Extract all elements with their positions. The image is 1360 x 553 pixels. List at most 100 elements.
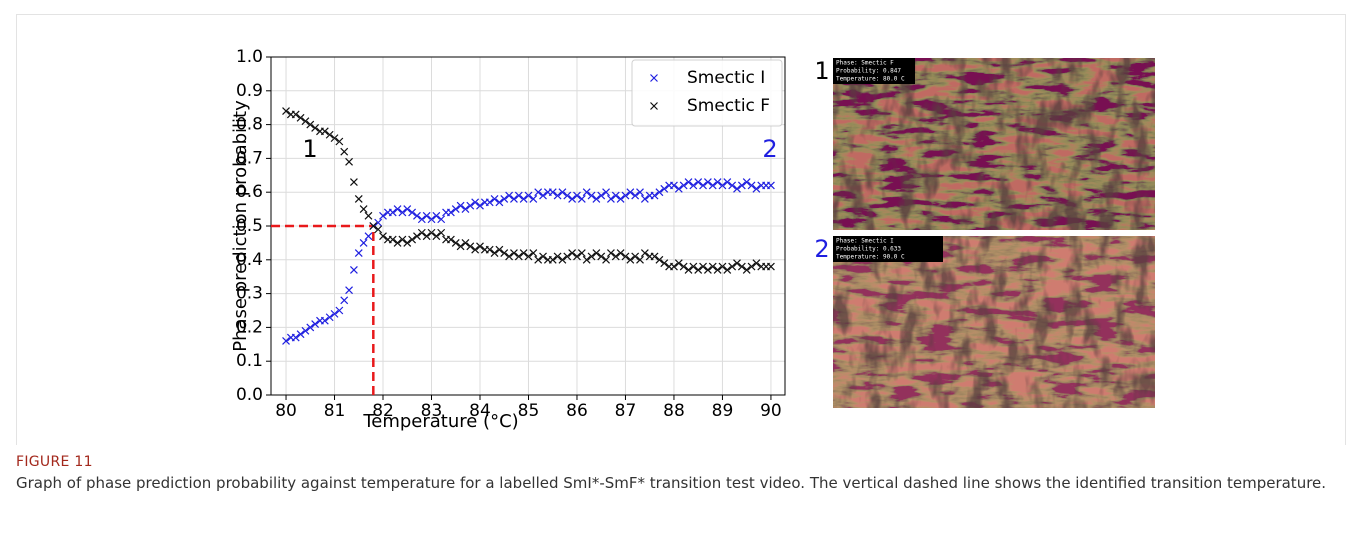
point	[471, 245, 480, 254]
point	[359, 238, 368, 247]
point	[563, 191, 572, 200]
point	[684, 266, 693, 274]
point	[427, 228, 436, 237]
point	[393, 238, 402, 247]
point	[737, 262, 746, 271]
point	[296, 113, 305, 122]
point	[432, 232, 441, 241]
annotation: 2	[762, 135, 777, 163]
point	[602, 188, 610, 197]
y-tick-label: 0.7	[236, 148, 263, 168]
point	[568, 249, 577, 257]
point	[466, 201, 475, 210]
point	[349, 266, 358, 274]
point	[311, 320, 320, 328]
point	[345, 157, 353, 166]
point	[495, 245, 504, 254]
point	[592, 249, 601, 257]
point	[699, 262, 707, 271]
point	[539, 252, 547, 261]
y-axis-label: Phase prediction probability	[230, 100, 251, 352]
point	[354, 195, 363, 203]
point	[563, 252, 572, 261]
point	[587, 191, 596, 200]
point	[490, 195, 499, 203]
point	[524, 252, 533, 261]
point	[611, 252, 620, 261]
point	[524, 191, 533, 200]
point	[505, 252, 514, 261]
point	[451, 238, 460, 247]
y-tick-label: 0.3	[236, 284, 263, 304]
point	[403, 238, 412, 247]
point	[689, 262, 698, 271]
point	[602, 255, 610, 264]
point	[417, 228, 426, 237]
point	[708, 262, 717, 271]
point	[718, 262, 727, 271]
plot: Temperature (°C) Phase prediction probab…	[230, 47, 786, 432]
point	[733, 184, 741, 193]
point	[325, 313, 334, 322]
point	[388, 235, 397, 244]
x-tick-label: 88	[663, 401, 685, 421]
y-tick-label: 0.4	[236, 250, 263, 270]
point	[393, 205, 402, 214]
point	[587, 252, 596, 261]
point	[684, 178, 693, 186]
point	[655, 188, 664, 197]
point	[291, 333, 300, 342]
point	[723, 266, 732, 274]
x-tick-label: 85	[518, 401, 540, 421]
point	[737, 181, 746, 190]
point	[534, 255, 543, 264]
point	[747, 181, 756, 190]
point	[437, 215, 446, 224]
y-tick-label: 0.5	[236, 216, 263, 236]
point	[374, 218, 383, 227]
point	[437, 228, 446, 237]
point	[539, 191, 547, 200]
point	[485, 245, 494, 254]
point	[694, 178, 703, 186]
point	[461, 205, 470, 214]
overlay-text: Temperature: 90.0 C	[836, 254, 905, 261]
point	[611, 191, 620, 200]
point	[398, 235, 407, 244]
point	[485, 198, 494, 207]
point	[621, 252, 630, 261]
point	[349, 178, 358, 186]
point	[573, 191, 581, 200]
point	[510, 249, 518, 257]
x-tick-label: 81	[324, 401, 346, 421]
point	[592, 195, 601, 203]
point	[330, 134, 339, 143]
point	[456, 201, 465, 210]
x-tick-label: 87	[615, 401, 637, 421]
point	[335, 137, 344, 146]
overlay-text: Phase: Smectic F	[836, 60, 894, 67]
point	[456, 242, 465, 251]
point	[670, 262, 678, 271]
point	[446, 208, 455, 217]
point	[699, 181, 707, 190]
x-tick-label: 80	[275, 401, 297, 421]
point	[616, 195, 625, 203]
point	[301, 117, 310, 126]
point	[558, 255, 567, 264]
point	[713, 178, 722, 186]
point	[413, 211, 421, 220]
point	[510, 195, 518, 203]
point	[325, 130, 334, 139]
point	[655, 255, 664, 264]
overlay-box	[833, 236, 943, 262]
point	[471, 198, 480, 207]
y-tick-label: 0.1	[236, 351, 263, 371]
point	[660, 259, 669, 268]
point	[631, 252, 640, 261]
micrograph-1-shade	[833, 58, 1155, 230]
point	[752, 259, 761, 268]
point	[296, 330, 305, 339]
point	[660, 184, 669, 193]
point	[703, 178, 712, 186]
